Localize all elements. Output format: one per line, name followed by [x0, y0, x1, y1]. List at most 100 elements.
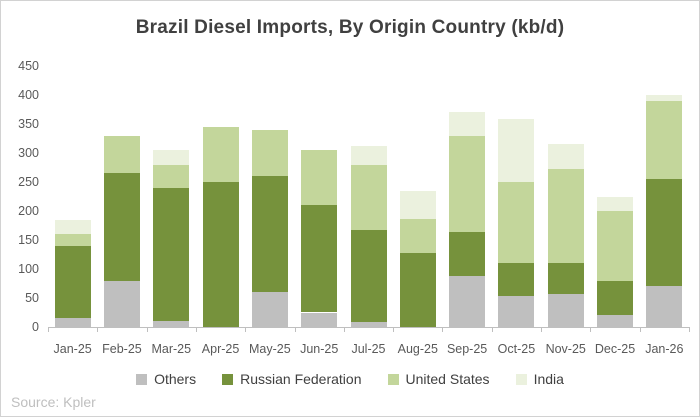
y-tick-label: 350: [18, 117, 39, 131]
legend-label: Russian Federation: [240, 371, 362, 387]
bar-segment-united-states-aug-25: [399, 218, 436, 253]
bar-segment-others-feb-25: [103, 280, 140, 327]
x-axis-tick: [97, 327, 99, 332]
x-axis-tick: [393, 327, 395, 332]
legend-label: India: [533, 371, 564, 387]
bar-segment-united-states-sep-25: [449, 135, 486, 233]
x-axis-tick: [541, 327, 543, 332]
bar-segment-russian-federation-oct-25: [498, 263, 535, 297]
y-tick-label: 100: [18, 262, 39, 276]
bar-segment-others-jan-26: [646, 286, 683, 327]
bar-segment-others-sep-25: [449, 275, 486, 327]
bar-segment-united-states-oct-25: [498, 182, 535, 264]
x-axis-tick: [294, 327, 296, 332]
legend-item-others: Others: [136, 371, 196, 387]
x-tick-label: Nov-25: [545, 342, 586, 356]
bar-segment-others-mar-25: [153, 321, 190, 327]
bar-segment-others-may-25: [251, 292, 288, 327]
bar-segment-united-states-feb-25: [103, 135, 140, 174]
legend-marker-icon: [222, 373, 234, 385]
y-tick-label: 300: [18, 146, 39, 160]
bar-segment-russian-federation-jun-25: [301, 205, 338, 313]
bar-segment-united-states-may-25: [251, 129, 288, 177]
x-axis-tick: [245, 327, 247, 332]
bar-segment-united-states-jan-26: [646, 100, 683, 180]
x-axis-tick: [442, 327, 444, 332]
legend-marker-icon: [515, 373, 527, 385]
y-tick-label: 200: [18, 204, 39, 218]
bar-segment-russian-federation-aug-25: [399, 252, 436, 327]
legend-label: United States: [405, 371, 490, 387]
legend-item-india: India: [515, 371, 564, 387]
legend: Others Russian Federation United States Ind…: [1, 371, 699, 387]
bar-segment-russian-federation-jul-25: [350, 229, 387, 323]
y-tick-label: 150: [18, 233, 39, 247]
x-tick-label: Dec-25: [594, 342, 636, 356]
bar-segment-united-states-jan-25: [54, 234, 91, 246]
x-tick-label: Jan-26: [645, 342, 684, 356]
x-axis-tick: [689, 327, 690, 332]
legend-marker-icon: [136, 373, 148, 385]
x-tick-label: Sep-25: [446, 342, 488, 356]
bar-segment-russian-federation-sep-25: [449, 232, 486, 276]
x-axis-line: [48, 327, 689, 328]
bar-segment-india-dec-25: [597, 196, 634, 211]
bar-segment-others-jul-25: [350, 322, 387, 327]
y-tick-label: 0: [32, 320, 39, 334]
bar-segment-others-dec-25: [597, 315, 634, 327]
x-axis-tick: [343, 327, 345, 332]
bar-segment-united-states-nov-25: [547, 169, 584, 264]
bar-segment-russian-federation-apr-25: [202, 182, 239, 327]
y-tick-label: 50: [25, 291, 39, 305]
y-tick-label: 400: [18, 88, 39, 102]
legend-label: Others: [154, 371, 197, 387]
x-axis-tick: [639, 327, 641, 332]
x-tick-label: Jun-25: [300, 342, 339, 356]
bar-segment-united-states-jun-25: [301, 150, 338, 206]
x-tick-label: May-25: [249, 342, 291, 356]
y-tick-label: 250: [18, 175, 39, 189]
bar-segment-india-sep-25: [449, 112, 486, 136]
bar-segment-others-oct-25: [498, 296, 535, 327]
bar-segment-russian-federation-mar-25: [153, 187, 190, 322]
bar-segment-russian-federation-jan-26: [646, 179, 683, 287]
bar-segment-russian-federation-jan-25: [54, 245, 91, 319]
x-axis-tick: [491, 327, 493, 332]
bar-segment-others-jun-25: [301, 312, 338, 327]
x-axis-tick: [590, 327, 592, 332]
bar-segment-others-nov-25: [547, 293, 584, 327]
bar-segment-russian-federation-may-25: [251, 176, 288, 293]
x-tick-label: Jan-25: [53, 342, 92, 356]
source-note: Source: Kpler: [11, 394, 96, 410]
legend-item-united-states: United States: [387, 371, 490, 387]
chart-title: Brazil Diesel Imports, By Origin Country…: [135, 17, 565, 38]
bar-segment-india-jan-25: [54, 219, 91, 235]
y-tick-label: 450: [18, 59, 39, 73]
bar-segment-united-states-dec-25: [597, 211, 634, 281]
x-tick-label: Mar-25: [151, 342, 192, 356]
x-tick-label: Jul-25: [351, 342, 386, 356]
bar-segment-russian-federation-nov-25: [547, 263, 584, 294]
bar-segment-united-states-mar-25: [153, 164, 190, 188]
bar-segment-india-oct-25: [498, 119, 535, 182]
x-tick-label: Oct-25: [497, 342, 536, 356]
legend-item-russian-federation: Russian Federation: [222, 371, 362, 387]
bar-segment-india-aug-25: [399, 190, 436, 219]
bar-segment-united-states-apr-25: [202, 126, 239, 182]
bar-segment-russian-federation-dec-25: [597, 280, 634, 316]
bar-segment-russian-federation-feb-25: [103, 173, 140, 281]
x-tick-label: Aug-25: [397, 342, 438, 356]
x-tick-label: Apr-25: [201, 342, 240, 356]
bar-segment-others-jan-25: [54, 318, 91, 327]
x-axis-tick: [146, 327, 148, 332]
bar-segment-india-jul-25: [350, 146, 387, 165]
bar-segment-india-mar-25: [153, 150, 190, 165]
x-axis-tick: [48, 327, 49, 332]
bar-segment-united-states-jul-25: [350, 164, 387, 230]
bar-segment-india-jan-26: [646, 95, 683, 101]
x-axis-tick: [195, 327, 197, 332]
x-tick-label: Feb-25: [102, 342, 142, 356]
bar-segment-india-nov-25: [547, 144, 584, 170]
legend-marker-icon: [387, 373, 399, 385]
